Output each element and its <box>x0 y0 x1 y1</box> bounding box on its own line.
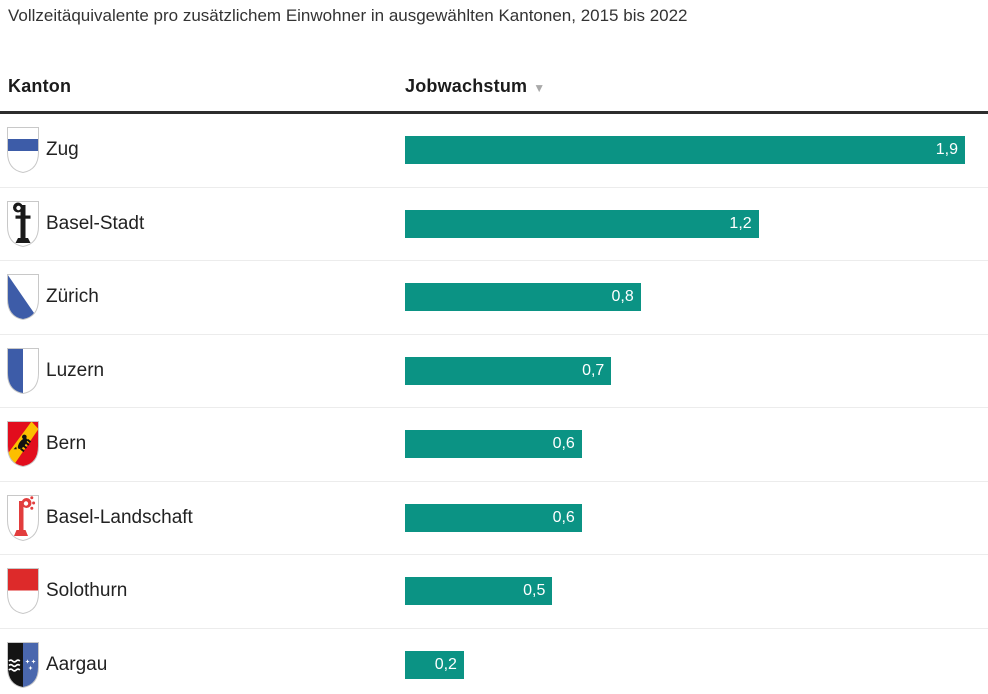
flag-solothurn-icon <box>6 567 40 615</box>
bar-track: 0,7 <box>405 335 965 408</box>
bar-track: 0,2 <box>405 629 965 694</box>
bar-aargau: 0,2 <box>405 650 464 679</box>
bar-track: 1,9 <box>405 114 965 187</box>
bar-value: 1,9 <box>935 141 958 159</box>
bar-value: 0,2 <box>434 655 457 673</box>
table-row: Basel-Landschaft 0,6 <box>0 482 988 555</box>
bar-solothurn: 0,5 <box>405 577 553 606</box>
bar-value: 0,6 <box>552 435 575 453</box>
chart-title: Vollzeitäquivalente pro zusätzlichem Ein… <box>8 6 688 25</box>
bar-track: 0,8 <box>405 261 965 334</box>
flag-aargau-icon <box>6 641 40 689</box>
flag-basel-landschaft-icon <box>6 494 40 542</box>
bar-track: 0,6 <box>405 408 965 481</box>
header-divider <box>0 111 988 114</box>
bar-value: 0,8 <box>611 288 634 306</box>
column-header-kanton: Kanton <box>8 76 72 96</box>
flag-zuerich-icon <box>6 273 40 321</box>
table-row: Zürich 0,8 <box>0 261 988 335</box>
canton-label: Basel-Landschaft <box>46 506 193 528</box>
table-row: Zug 1,9 <box>0 114 988 188</box>
table-row: Aargau 0,2 <box>0 629 988 694</box>
column-header-jobwachstum[interactable]: Jobwachstum ▼ <box>405 76 545 97</box>
flag-zug-icon <box>6 126 40 174</box>
bar-basel-stadt: 1,2 <box>405 209 759 238</box>
bar-zuerich: 0,8 <box>405 283 641 312</box>
bar-bern: 0,6 <box>405 430 582 459</box>
canton-label: Luzern <box>46 359 105 381</box>
bar-basel-landschaft: 0,6 <box>405 503 582 532</box>
flag-basel-stadt-icon <box>6 200 40 248</box>
canton-rows: Zug 1,9 <box>0 114 988 694</box>
bar-value: 0,5 <box>523 582 546 600</box>
bar-track: 0,6 <box>405 482 965 555</box>
table-row: Bern 0,6 <box>0 408 988 482</box>
bar-value: 0,6 <box>552 508 575 526</box>
bar-luzern: 0,7 <box>405 356 612 385</box>
jobwachstum-label: Jobwachstum <box>405 76 528 96</box>
table-row: Basel-Stadt 1,2 <box>0 188 988 261</box>
bar-track: 0,5 <box>405 555 965 628</box>
flag-luzern-icon <box>6 347 40 395</box>
canton-label: Solothurn <box>46 580 128 602</box>
flag-bern-icon <box>6 420 40 468</box>
canton-label: Bern <box>46 433 87 455</box>
canton-label: Zürich <box>46 286 99 308</box>
sort-descending-icon[interactable]: ▼ <box>533 80 546 95</box>
table-row: Luzern 0,7 <box>0 335 988 408</box>
table-row: Solothurn 0,5 <box>0 555 988 629</box>
canton-label: Basel-Stadt <box>46 212 145 234</box>
bar-track: 1,2 <box>405 188 965 261</box>
bar-value: 0,7 <box>582 361 605 379</box>
bar-zug: 1,9 <box>405 136 965 165</box>
bar-value: 1,2 <box>729 214 752 232</box>
canton-label: Zug <box>46 139 79 161</box>
canton-label: Aargau <box>46 653 108 675</box>
